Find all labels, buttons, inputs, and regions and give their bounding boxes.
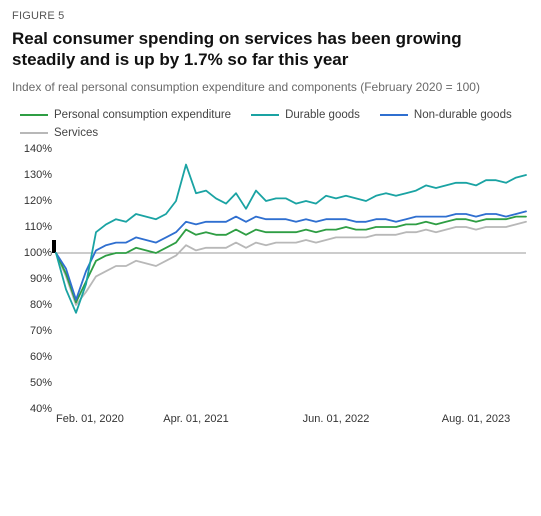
y-tick-label: 60% [12,351,52,363]
x-tick-label: Feb. 01, 2020 [56,413,124,425]
y-tick-label: 70% [12,325,52,337]
y-tick-label: 40% [12,403,52,415]
legend: Personal consumption expenditure Durable… [20,109,529,139]
legend-swatch-pce [20,114,48,116]
series-services [56,221,526,304]
y-tick-label: 120% [12,195,52,207]
y-tick-label: 80% [12,299,52,311]
legend-label-nondur: Non-durable goods [414,109,512,121]
legend-item-services: Services [20,127,98,139]
y-tick-label: 100% [12,247,52,259]
y-tick-label: 110% [12,221,52,233]
figure-subtitle: Index of real personal consumption expen… [12,79,529,95]
y-tick-label: 90% [12,273,52,285]
legend-swatch-services [20,132,48,134]
legend-item-nondur: Non-durable goods [380,109,512,121]
series-pce [56,216,526,302]
plot-area [56,149,526,409]
figure-title: Real consumer spending on services has b… [12,28,529,71]
y-tick-label: 140% [12,143,52,155]
y-tick-label: 50% [12,377,52,389]
plot-svg [56,149,526,409]
series-durable [56,164,526,312]
x-tick-label: Jun. 01, 2022 [303,413,370,425]
figure-container: FIGURE 5 Real consumer spending on servi… [0,0,541,439]
series-nondur [56,211,526,299]
chart: 140%130%120%110%100%90%80%70%60%50%40% F… [12,149,529,439]
x-tick-label: Apr. 01, 2021 [163,413,228,425]
figure-label: FIGURE 5 [12,10,529,22]
x-tick-label: Aug. 01, 2023 [442,413,511,425]
legend-swatch-durable [251,114,279,116]
legend-item-durable: Durable goods [251,109,360,121]
x-axis-labels: Feb. 01, 2020 Apr. 01, 2021 Jun. 01, 2022 A… [56,413,526,437]
legend-swatch-nondur [380,114,408,116]
y-tick-label: 130% [12,169,52,181]
legend-item-pce: Personal consumption expenditure [20,109,231,121]
legend-label-pce: Personal consumption expenditure [54,109,231,121]
legend-label-durable: Durable goods [285,109,360,121]
legend-label-services: Services [54,127,98,139]
